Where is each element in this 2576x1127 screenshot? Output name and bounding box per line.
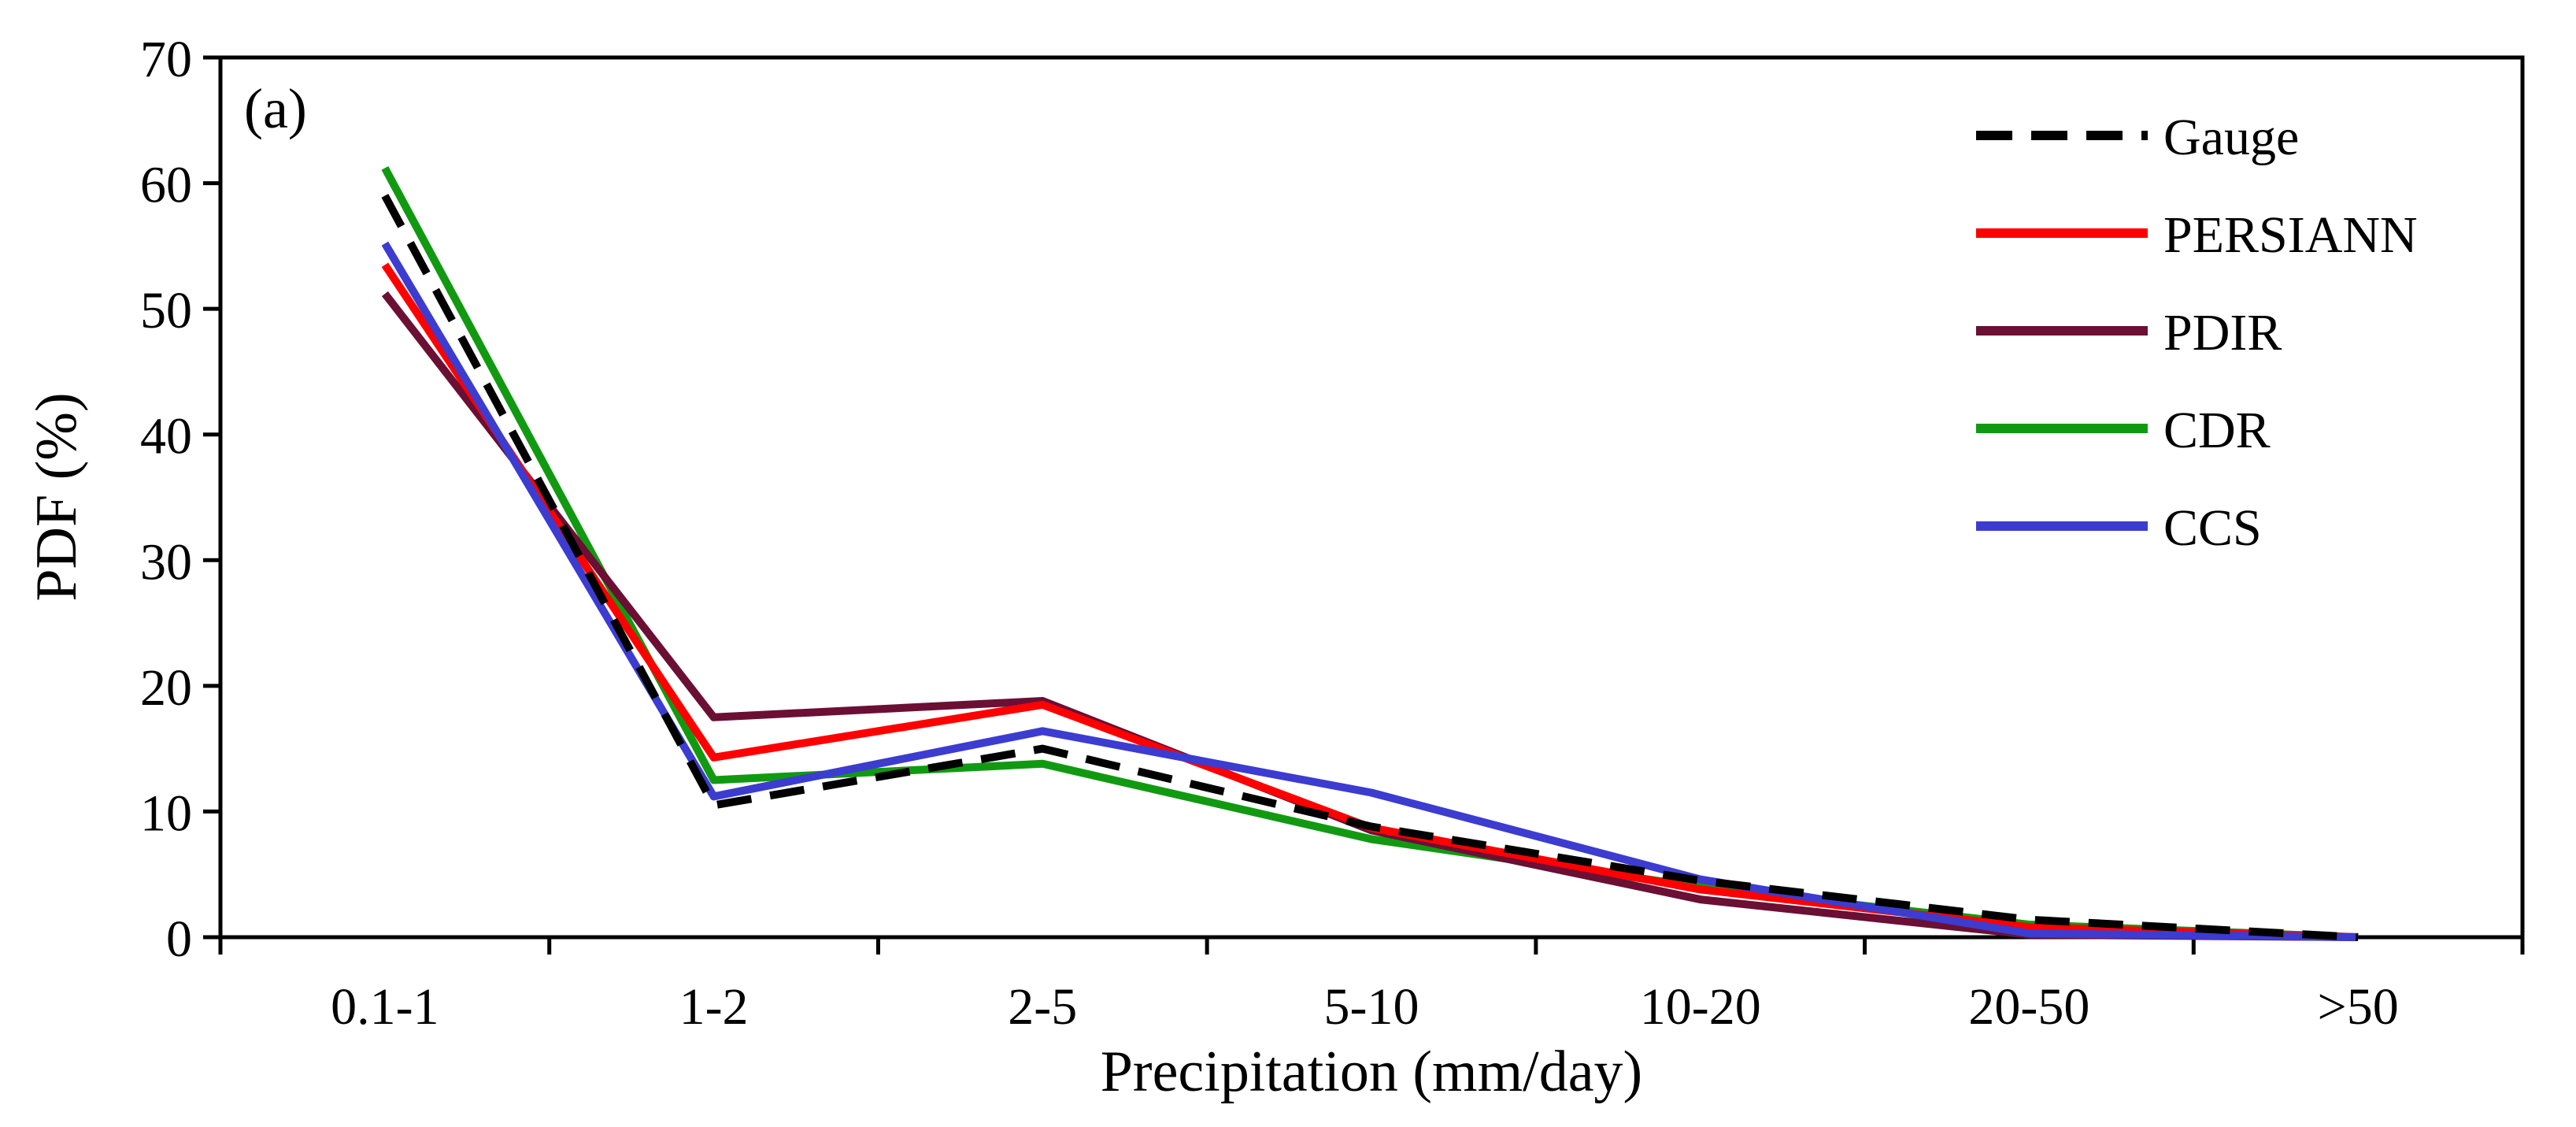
x-tick-label: 1-2 — [679, 978, 749, 1036]
series-line-ccs — [381, 241, 2359, 941]
x-tick-label: 2-5 — [1008, 978, 1077, 1036]
legend-label-gauge: Gauge — [2163, 109, 2299, 166]
series-lines — [381, 166, 2359, 941]
y-tick-label: 40 — [140, 408, 192, 465]
series-line-cdr — [381, 166, 2359, 941]
plot-area-frame — [218, 55, 2525, 940]
y-tick-label: 60 — [140, 157, 192, 214]
x-axis-title: Precipitation (mm/day) — [1101, 1040, 1642, 1104]
x-axis: 0.1-1 1-2 2-5 5-10 10-20 20-50 >50 — [218, 937, 2525, 1036]
y-axis-title: PDF (%) — [24, 392, 89, 601]
y-tick-label: 30 — [140, 533, 192, 591]
legend-label-ccs: CCS — [2163, 499, 2262, 557]
series-line-gauge — [381, 194, 2359, 941]
y-tick-label: 50 — [140, 282, 192, 339]
legend-label-pdir: PDIR — [2163, 304, 2282, 361]
x-tick-label: 20-50 — [1968, 978, 2089, 1036]
x-tick-label: >50 — [2318, 978, 2399, 1036]
legend: Gauge PERSIANN PDIR CDR CCS — [1976, 109, 2418, 557]
panel-label: (a) — [244, 77, 307, 140]
legend-label-cdr: CDR — [2163, 402, 2271, 459]
y-tick-label: 70 — [140, 31, 192, 88]
x-tick-label: 0.1-1 — [331, 978, 439, 1036]
y-tick-label: 10 — [140, 784, 192, 842]
y-axis: 0 10 20 30 40 50 60 70 — [140, 31, 220, 968]
legend-label-persiann: PERSIANN — [2163, 206, 2418, 264]
y-tick-label: 0 — [166, 910, 192, 968]
y-tick-label: 20 — [140, 659, 192, 717]
x-tick-label: 5-10 — [1324, 978, 1419, 1036]
x-tick-label: 10-20 — [1640, 978, 1761, 1036]
